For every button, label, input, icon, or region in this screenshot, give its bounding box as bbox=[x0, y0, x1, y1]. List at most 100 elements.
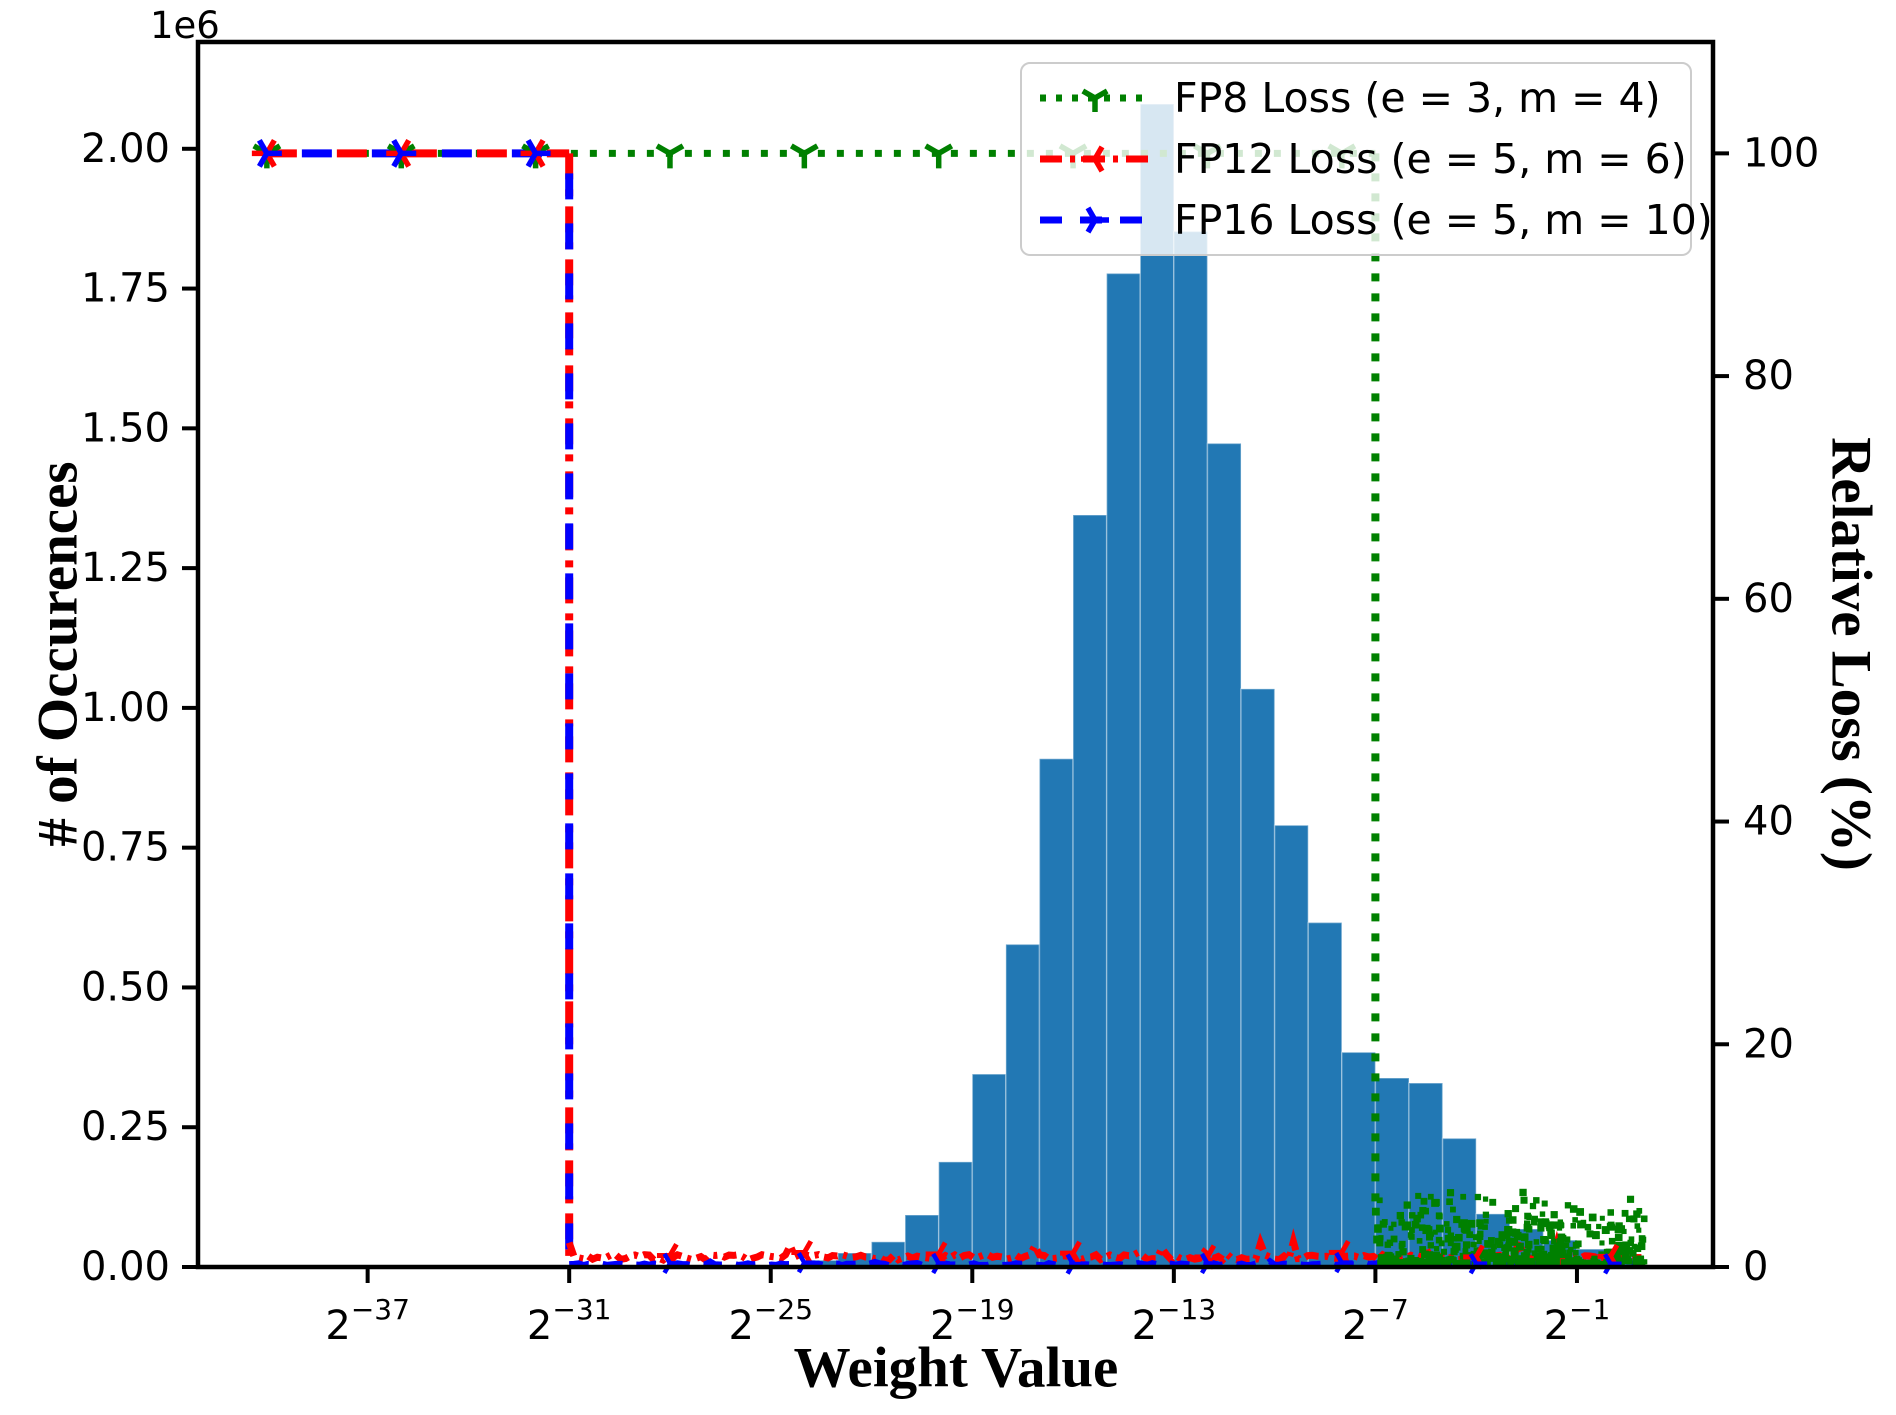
fp8-loss-scatter-point bbox=[1570, 1223, 1577, 1229]
fp8-loss-scatter-point bbox=[1621, 1209, 1629, 1217]
fp8-loss-scatter-point bbox=[1502, 1244, 1510, 1252]
fp8-loss-scatter-point bbox=[1537, 1218, 1545, 1225]
fp8-loss-scatter-point bbox=[1437, 1253, 1443, 1260]
fp16-loss-marker bbox=[1334, 1251, 1344, 1264]
fp8-loss-scatter-point bbox=[1516, 1231, 1522, 1237]
fp8-loss-scatter-point bbox=[1377, 1259, 1385, 1267]
fp8-loss-scatter-point bbox=[1638, 1241, 1644, 1247]
fp8-loss-scatter-point bbox=[1401, 1223, 1410, 1231]
fp8-loss-scatter-point bbox=[1467, 1219, 1476, 1228]
fp8-loss-scatter-point bbox=[1574, 1257, 1582, 1266]
fp8-loss-scatter-point bbox=[1484, 1259, 1491, 1266]
fp8-loss-scatter-point bbox=[1403, 1201, 1411, 1209]
fp8-loss-scatter-point bbox=[1588, 1213, 1597, 1222]
fp8-loss-scatter-point bbox=[1488, 1248, 1496, 1257]
y-right-tick-label: 60 bbox=[1743, 576, 1794, 622]
fp8-loss-scatter-point bbox=[1548, 1233, 1555, 1240]
legend-entry-fp8: FP8 Loss (e = 3, m = 4) bbox=[1038, 69, 1680, 127]
fp8-loss-scatter-point bbox=[1565, 1253, 1572, 1261]
fp12-loss-marker bbox=[1608, 1243, 1620, 1258]
fp8-loss-scatter-point bbox=[1640, 1259, 1646, 1266]
fp8-loss-scatter-point bbox=[1451, 1257, 1457, 1263]
fp8-loss-scatter-point bbox=[1482, 1196, 1489, 1202]
fp8-loss-scatter-point bbox=[1569, 1205, 1578, 1213]
fp8-loss-scatter-point bbox=[1409, 1212, 1416, 1219]
fp8-loss-scatter-point bbox=[1419, 1246, 1427, 1253]
fp8-loss-marker bbox=[655, 143, 672, 156]
fp8-loss-scatter-point bbox=[1453, 1215, 1461, 1224]
legend-entry-fp12: FP12 Loss (e = 5, m = 6) bbox=[1038, 130, 1687, 188]
fp8-loss-scatter-point bbox=[1381, 1219, 1388, 1225]
histogram-bar bbox=[1240, 688, 1276, 1268]
fp8-loss-scatter-point bbox=[1533, 1239, 1540, 1245]
fp8-loss-scatter-point bbox=[1522, 1256, 1530, 1264]
fp8-loss-scatter-point bbox=[1462, 1257, 1471, 1266]
legend-handle-marker bbox=[1092, 157, 1105, 173]
fp8-loss-scatter-point bbox=[1463, 1225, 1471, 1232]
fp8-loss-scatter-point bbox=[1535, 1260, 1542, 1267]
y-left-tick-label: 0.00 bbox=[81, 1244, 170, 1290]
fp8-loss-scatter-point bbox=[1557, 1219, 1564, 1225]
histogram-bar bbox=[971, 1073, 1007, 1268]
fp8-loss-scatter-point bbox=[1420, 1197, 1428, 1205]
fp8-loss-scatter-point bbox=[1446, 1198, 1453, 1206]
fp8-loss-scatter-point bbox=[1625, 1215, 1633, 1223]
fp8-loss-scatter-point bbox=[1493, 1257, 1502, 1266]
legend-label: FP16 Loss (e = 5, m = 10) bbox=[1174, 195, 1713, 244]
fp8-loss-scatter-point bbox=[1433, 1246, 1440, 1252]
fp8-loss-scatter-point bbox=[1556, 1238, 1565, 1246]
fp8-loss-scatter-point bbox=[1374, 1224, 1381, 1231]
histogram-bar bbox=[1173, 230, 1209, 1268]
fp8-loss-scatter-point bbox=[1509, 1256, 1517, 1264]
fp8-legend-handle-icon bbox=[1040, 88, 1150, 113]
fp8-loss-scatter-point bbox=[1621, 1228, 1627, 1235]
fp8-loss-scatter-point bbox=[1632, 1256, 1639, 1263]
fp8-loss-scatter-point bbox=[1628, 1236, 1635, 1242]
y-left-tick-label: 0.50 bbox=[81, 964, 170, 1010]
fp8-loss-scatter-point bbox=[1547, 1260, 1553, 1267]
fp8-loss-scatter-point bbox=[1563, 1242, 1570, 1249]
legend-entry-fp16: FP16 Loss (e = 5, m = 10) bbox=[1038, 191, 1713, 249]
fp8-loss-scatter-point bbox=[1458, 1221, 1465, 1228]
fp8-loss-scatter-point bbox=[1568, 1259, 1576, 1267]
fp8-loss-marker bbox=[924, 143, 941, 156]
fp8-loss-scatter-point bbox=[1516, 1255, 1523, 1262]
fp8-loss-scatter-point bbox=[1472, 1234, 1479, 1241]
x-tick-label: 2−7 bbox=[1342, 1293, 1409, 1349]
fp8-loss-scatter-point bbox=[1578, 1258, 1585, 1265]
fp8-loss-scatter-point bbox=[1459, 1252, 1467, 1260]
x-tick-label: 2−1 bbox=[1544, 1293, 1611, 1349]
fp8-loss-scatter-point bbox=[1591, 1256, 1599, 1264]
fp8-loss-scatter-point bbox=[1482, 1249, 1489, 1256]
fp8-loss-scatter-point bbox=[1447, 1240, 1454, 1247]
fp8-loss-scatter-point bbox=[1384, 1251, 1392, 1259]
histogram-bar bbox=[1307, 921, 1343, 1268]
fp8-loss-scatter-point bbox=[1626, 1195, 1635, 1203]
fp8-loss-scatter-point bbox=[1489, 1198, 1497, 1206]
fp12-loss-marker bbox=[1339, 1239, 1351, 1254]
fp8-loss-scatter-point bbox=[1452, 1242, 1461, 1251]
fp16-loss-marker bbox=[662, 1252, 672, 1265]
fp8-loss-scatter-point bbox=[1568, 1246, 1574, 1253]
fp8-loss-scatter-point bbox=[1416, 1238, 1423, 1244]
fp8-loss-scatter-point bbox=[1523, 1223, 1532, 1232]
fp8-loss-scatter-point bbox=[1450, 1248, 1458, 1256]
fp8-loss-scatter-point bbox=[1599, 1215, 1605, 1221]
fp8-loss-scatter-point bbox=[1494, 1253, 1502, 1260]
fp8-loss-scatter-point bbox=[1584, 1223, 1592, 1231]
fp8-loss-scatter-point bbox=[1395, 1251, 1402, 1258]
legend-label: FP12 Loss (e = 5, m = 6) bbox=[1174, 134, 1687, 183]
fp8-loss-scatter-point bbox=[1415, 1192, 1422, 1199]
fp8-loss-scatter-point bbox=[1524, 1220, 1531, 1227]
fp12-loss-marker bbox=[1474, 1244, 1485, 1259]
fp16-loss-marker bbox=[1065, 1253, 1076, 1266]
fp8-loss-scatter-point bbox=[1564, 1202, 1572, 1209]
fp8-loss-scatter-point bbox=[1601, 1226, 1610, 1235]
fp8-loss-scatter-point bbox=[1530, 1218, 1538, 1226]
x-tick-label: 2−31 bbox=[527, 1293, 612, 1349]
y-axis-label-left: # of Occurences bbox=[26, 461, 90, 847]
fp8-loss-scatter-point bbox=[1515, 1242, 1524, 1251]
histogram-bar bbox=[937, 1161, 974, 1268]
fp8-loss-scatter-point bbox=[1516, 1258, 1525, 1266]
